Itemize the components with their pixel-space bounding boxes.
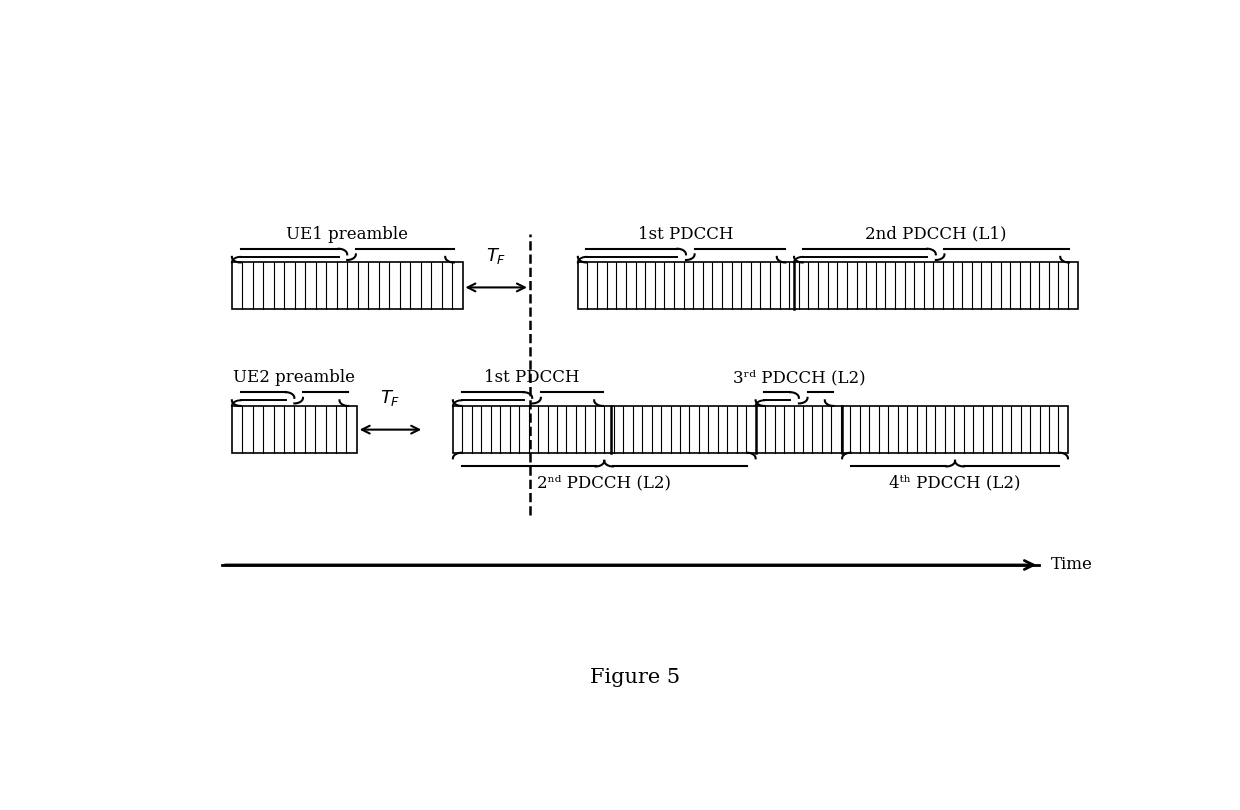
Text: 2nd PDCCH (L1): 2nd PDCCH (L1) (866, 225, 1007, 242)
Text: Time: Time (1050, 556, 1092, 573)
Text: UE1 preamble: UE1 preamble (286, 225, 408, 242)
Text: 4ᵗʰ PDCCH (L2): 4ᵗʰ PDCCH (L2) (889, 474, 1021, 491)
Text: $T_F$: $T_F$ (381, 388, 401, 407)
Bar (232, 262, 463, 309)
Text: UE2 preamble: UE2 preamble (233, 369, 356, 386)
Bar (232, 406, 357, 453)
Text: $T_F$: $T_F$ (486, 245, 506, 266)
Text: 1st PDCCH: 1st PDCCH (485, 369, 580, 386)
Bar (453, 406, 1068, 453)
Text: 3ʳᵈ PDCCH (L2): 3ʳᵈ PDCCH (L2) (733, 369, 866, 386)
Bar (578, 262, 1078, 309)
Text: 2ⁿᵈ PDCCH (L2): 2ⁿᵈ PDCCH (L2) (537, 474, 671, 491)
Text: 1st PDCCH: 1st PDCCH (639, 225, 734, 242)
Text: Figure 5: Figure 5 (590, 667, 681, 687)
